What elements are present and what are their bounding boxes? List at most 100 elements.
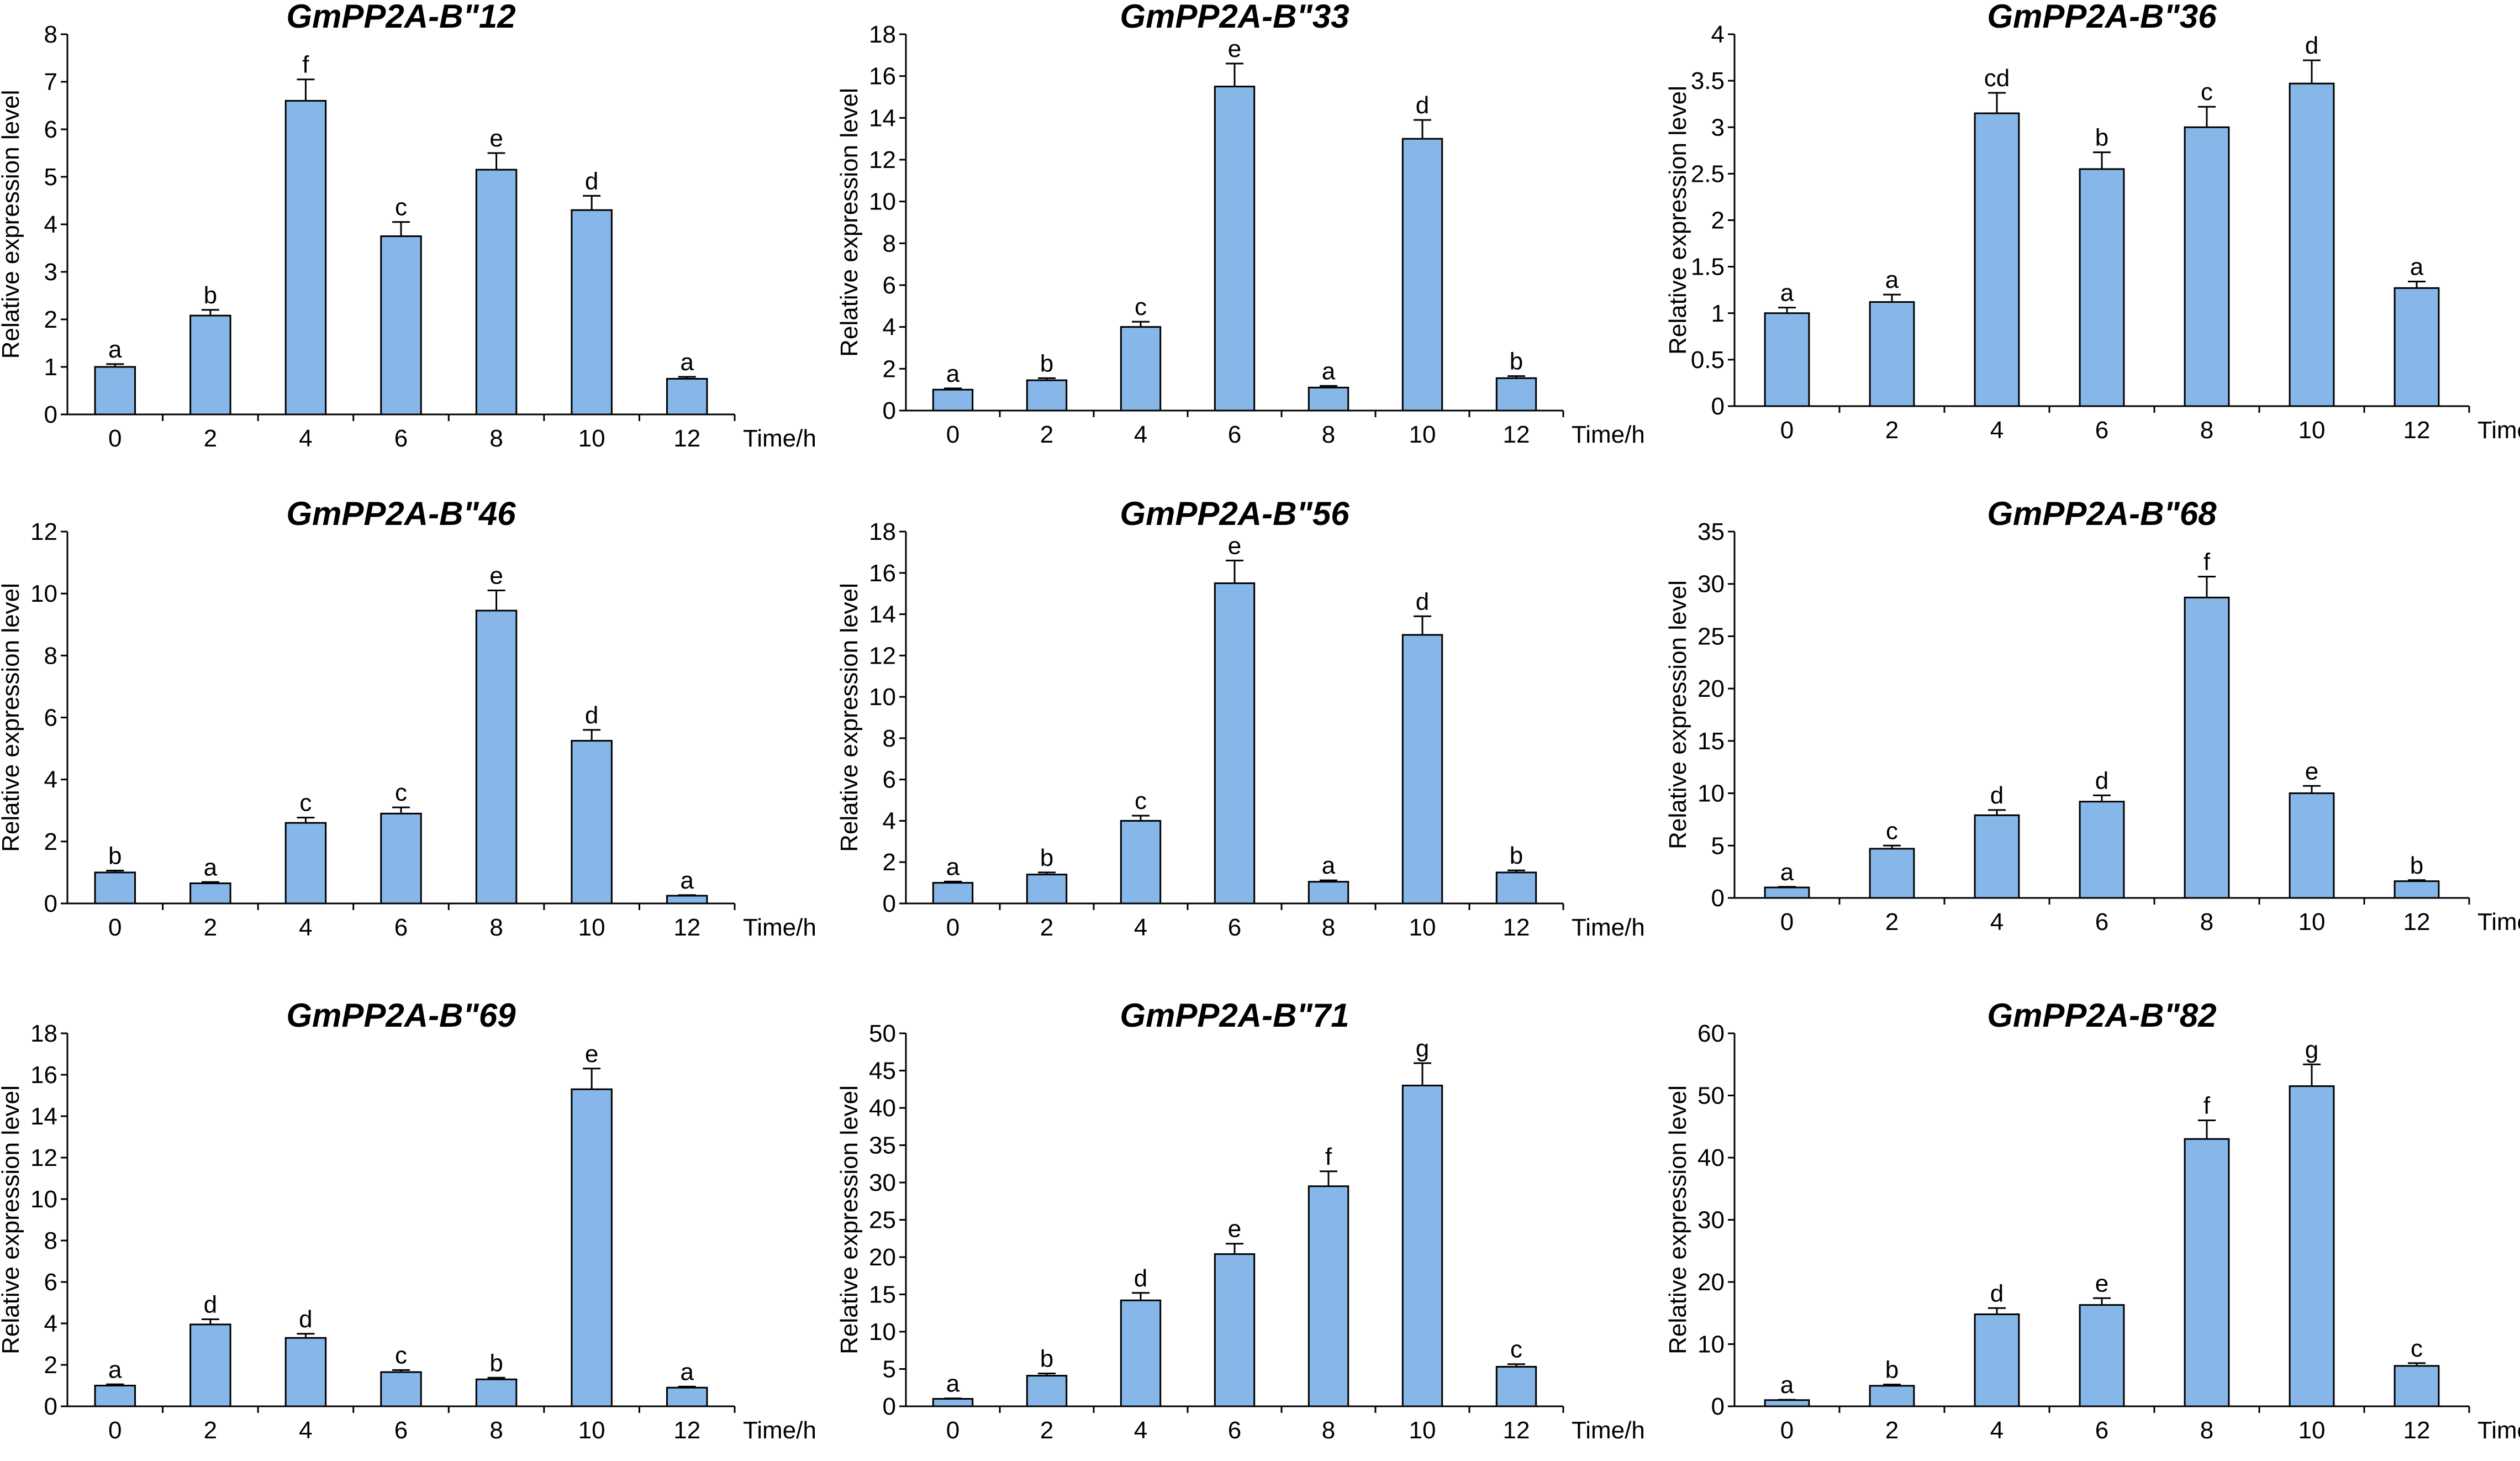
chart-title: GmPP2A-B"68 bbox=[1987, 495, 2217, 532]
bar bbox=[571, 740, 613, 905]
x-tick-label: 12 bbox=[673, 425, 700, 452]
x-axis-label: Time/h bbox=[2477, 1417, 2520, 1444]
bar bbox=[1401, 1085, 1443, 1407]
y-tick-label: 12 bbox=[869, 642, 896, 669]
x-axis-label: Time/h bbox=[743, 1417, 816, 1444]
x-tick-label: 6 bbox=[394, 1417, 408, 1444]
bar bbox=[380, 235, 422, 416]
x-tick-label: 8 bbox=[1322, 421, 1335, 448]
significance-letter: b bbox=[1510, 348, 1523, 375]
significance-letter: g bbox=[1416, 1035, 1429, 1062]
y-tick-label: 45 bbox=[869, 1058, 896, 1085]
significance-letter: c bbox=[2411, 1335, 2423, 1362]
y-tick-label: 14 bbox=[869, 104, 896, 132]
bar bbox=[94, 871, 136, 905]
x-tick-label: 2 bbox=[1040, 1417, 1053, 1444]
significance-letter: a bbox=[1780, 859, 1794, 886]
bar bbox=[2394, 1365, 2440, 1407]
bar bbox=[932, 388, 974, 412]
y-tick-label: 35 bbox=[869, 1132, 896, 1159]
x-tick-label: 2 bbox=[204, 1417, 217, 1444]
significance-letter: c bbox=[2201, 78, 2213, 106]
bar bbox=[1869, 848, 1915, 899]
y-tick-label: 8 bbox=[44, 21, 57, 48]
bar bbox=[1869, 301, 1915, 407]
y-tick-label: 10 bbox=[30, 1186, 57, 1213]
x-tick-label: 6 bbox=[1228, 421, 1241, 448]
bar bbox=[2184, 1138, 2230, 1407]
chart-panel-6: GmPP2A-B"68 Relative expression level 0 5 10… bbox=[1664, 495, 2520, 936]
y-tick-label: 25 bbox=[1697, 623, 1725, 650]
bar bbox=[1214, 86, 1256, 412]
y-tick-label: 30 bbox=[1697, 571, 1725, 598]
chart-panel-8: GmPP2A-B"71 Relative expression level 0 5 10… bbox=[836, 997, 1645, 1444]
x-tick-label: 6 bbox=[1228, 914, 1241, 941]
y-tick-label: 0 bbox=[44, 401, 57, 428]
y-tick-label: 25 bbox=[869, 1207, 896, 1234]
x-tick-label: 6 bbox=[2095, 908, 2108, 936]
significance-letter: d bbox=[1416, 92, 1429, 119]
x-tick-label: 10 bbox=[2298, 908, 2326, 936]
y-axis-label: Relative expression level bbox=[836, 1085, 863, 1354]
x-axis-label: Time/h bbox=[1572, 1417, 1645, 1444]
x-tick-label: 8 bbox=[489, 425, 503, 452]
y-tick-label: 1.5 bbox=[1691, 254, 1725, 281]
x-tick-label: 2 bbox=[1885, 908, 1899, 936]
y-tick-label: 6 bbox=[44, 1269, 57, 1296]
y-tick-label: 30 bbox=[1697, 1207, 1725, 1234]
x-tick-label: 4 bbox=[1990, 1417, 2004, 1444]
chart-title: GmPP2A-B"12 bbox=[286, 0, 515, 35]
x-tick-label: 0 bbox=[946, 421, 960, 448]
x-tick-label: 10 bbox=[1409, 421, 1436, 448]
bar bbox=[1308, 1185, 1349, 1407]
y-tick-label: 1 bbox=[1711, 300, 1725, 327]
significance-letter: f bbox=[302, 51, 309, 78]
y-tick-label: 0 bbox=[1711, 1393, 1725, 1420]
x-tick-label: 2 bbox=[1040, 421, 1053, 448]
significance-letter: b bbox=[108, 843, 122, 870]
bar bbox=[475, 1378, 518, 1407]
bar bbox=[666, 1386, 708, 1407]
x-tick-label: 4 bbox=[1134, 914, 1147, 941]
y-axis-label: Relative expression level bbox=[0, 583, 24, 852]
significance-letter: f bbox=[2203, 548, 2211, 575]
y-tick-label: 2 bbox=[44, 1352, 57, 1379]
bar bbox=[284, 99, 327, 416]
chart-title: GmPP2A-B"69 bbox=[286, 997, 516, 1034]
y-tick-label: 4 bbox=[44, 1310, 57, 1337]
y-tick-label: 5 bbox=[44, 164, 57, 191]
y-tick-label: 0 bbox=[883, 890, 896, 917]
significance-letter: a bbox=[946, 360, 960, 387]
x-tick-label: 6 bbox=[394, 425, 408, 452]
bar bbox=[1214, 582, 1256, 905]
bar bbox=[284, 1337, 327, 1407]
significance-letter: d bbox=[299, 1306, 312, 1333]
bar bbox=[1495, 1365, 1537, 1407]
x-tick-label: 4 bbox=[299, 425, 312, 452]
x-tick-label: 10 bbox=[1409, 1417, 1436, 1444]
significance-letter: d bbox=[1990, 1280, 2004, 1307]
significance-letter: a bbox=[204, 854, 218, 881]
y-tick-label: 2 bbox=[1711, 207, 1725, 234]
x-tick-label: 2 bbox=[1885, 1417, 1899, 1444]
bar bbox=[1120, 1299, 1162, 1407]
significance-letter: a bbox=[680, 349, 694, 376]
bar bbox=[1495, 871, 1537, 905]
significance-letter: b bbox=[1885, 1357, 1899, 1384]
x-tick-label: 12 bbox=[2403, 908, 2431, 936]
y-tick-label: 0 bbox=[883, 397, 896, 424]
y-axis-label: Relative expression level bbox=[836, 88, 863, 357]
bar bbox=[1308, 881, 1349, 905]
x-tick-label: 2 bbox=[204, 425, 217, 452]
bar bbox=[571, 1088, 613, 1407]
chart-panel-5: GmPP2A-B"56 Relative expression level 0 2 4 6… bbox=[836, 495, 1645, 941]
y-tick-label: 6 bbox=[883, 272, 896, 299]
significance-letter: d bbox=[585, 702, 598, 729]
y-tick-label: 18 bbox=[30, 1020, 57, 1047]
bar bbox=[666, 895, 708, 905]
y-tick-label: 1 bbox=[44, 354, 57, 381]
significance-letter: c bbox=[395, 194, 407, 221]
significance-letter: b bbox=[2410, 852, 2423, 879]
y-tick-label: 2 bbox=[44, 306, 57, 333]
